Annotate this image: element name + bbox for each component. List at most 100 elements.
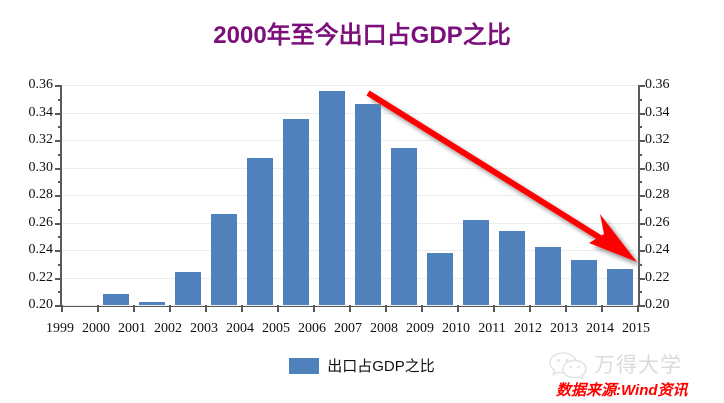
y-tick-left [58, 208, 62, 211]
x-axis-label: 2001 [118, 321, 146, 336]
x-tick [349, 305, 351, 312]
watermark-text: 万得大学 [594, 354, 682, 377]
y-tick-right [638, 167, 645, 170]
bar [391, 148, 417, 305]
x-tick [421, 305, 423, 312]
y-tick-right [638, 195, 645, 197]
y-axis-label: 0.26 [28, 214, 54, 230]
x-tick [601, 305, 603, 312]
y-axis-label: 0.30 [645, 159, 670, 175]
y-tick-left [55, 140, 62, 142]
x-axis-label: 2015 [622, 321, 650, 336]
bar [535, 247, 561, 305]
gridline [62, 277, 638, 279]
legend: 出口占GDP之比 [0, 355, 724, 376]
y-axis-label: 0.30 [28, 159, 54, 175]
y-tick-left [55, 112, 62, 115]
bar [499, 230, 525, 305]
page-title: 2000年至今出口占GDP之比 [213, 22, 511, 49]
bar-series [62, 85, 638, 305]
y-tick-left [55, 305, 62, 307]
x-axis-labels: 1999 2000 2001 2002 2003 2004 2005 2006 2007 2008… [0, 322, 724, 344]
x-axis-label: 2012 [514, 321, 542, 336]
bar [607, 269, 633, 305]
bar [427, 252, 453, 305]
x-tick [493, 305, 495, 312]
bar [355, 104, 381, 305]
gridline [62, 85, 638, 86]
x-tick [313, 305, 315, 312]
y-axis-left-labels: 0.36 0.34 0.32 0.30 0.28 0.26 0.24 0.22 0.20 [8, 78, 54, 312]
y-tick-right [638, 153, 642, 156]
y-tick-right [638, 140, 645, 142]
wechat-logo-icon [549, 352, 587, 379]
gridline [62, 195, 638, 196]
gridline [62, 167, 638, 169]
y-axis-label: 0.32 [645, 132, 670, 147]
y-tick-left [55, 222, 62, 225]
y-axis-right-labels: 0.36 0.34 0.32 0.30 0.28 0.26 0.24 0.22 0.20 [645, 78, 705, 312]
y-axis-label: 0.22 [645, 269, 670, 285]
x-axis-label: 2003 [190, 321, 218, 336]
bar [211, 214, 237, 305]
y-axis-label: 0.24 [28, 242, 54, 257]
x-axis-label: 2006 [298, 321, 326, 336]
y-axis-label: 0.20 [645, 297, 670, 312]
x-tick [385, 305, 387, 312]
x-axis-label: 2010 [442, 321, 470, 336]
y-axis-label: 0.28 [645, 187, 670, 202]
y-tick-right [638, 126, 642, 129]
y-tick-right [638, 98, 642, 101]
watermark: 万得大学 [548, 344, 720, 384]
bar [139, 302, 165, 305]
x-axis-label: 2004 [226, 321, 254, 336]
y-tick-left [58, 153, 62, 156]
y-tick-right [638, 236, 642, 239]
x-tick [565, 305, 567, 312]
x-axis-label: 2007 [334, 321, 362, 336]
y-axis-label: 0.34 [28, 104, 54, 120]
y-tick-right [638, 112, 645, 115]
bar [319, 90, 345, 305]
x-tick [61, 305, 63, 312]
x-axis-label: 2011 [478, 321, 506, 336]
x-axis-label: 2009 [406, 321, 434, 336]
y-tick-right [638, 250, 645, 252]
x-tick [457, 305, 459, 312]
x-tick [637, 305, 639, 312]
y-tick-right [638, 291, 642, 294]
y-tick-right [638, 208, 642, 211]
bar [283, 119, 309, 305]
x-tick [133, 305, 135, 312]
x-axis-label: 2008 [370, 321, 398, 336]
y-tick-left [55, 277, 62, 280]
x-axis-ticks [61, 305, 639, 313]
source-note: 数据来源:Wind资讯 [556, 382, 688, 399]
bar [463, 219, 489, 305]
y-tick-left [58, 236, 62, 239]
y-tick-right [638, 305, 645, 307]
x-axis-label: 2014 [586, 321, 614, 336]
legend-swatch [289, 357, 320, 374]
y-axis-label: 0.28 [28, 187, 54, 202]
x-axis-label: 2002 [154, 321, 182, 336]
x-tick [205, 305, 207, 312]
gridline [62, 140, 638, 141]
legend-item-label: 出口占GDP之比 [327, 358, 435, 375]
y-tick-right [638, 85, 645, 87]
bar [175, 272, 201, 305]
x-tick [97, 305, 99, 312]
gridline [62, 222, 638, 224]
y-tick-right [638, 263, 642, 266]
gridline [62, 112, 638, 114]
y-tick-right [638, 277, 645, 280]
y-axis-label: 0.26 [645, 214, 670, 230]
y-axis-label: 0.34 [645, 104, 670, 120]
y-tick-right [638, 222, 645, 225]
x-tick [241, 305, 243, 312]
y-tick-left [58, 126, 62, 129]
y-tick-right [638, 181, 642, 184]
y-axis-label: 0.20 [28, 297, 54, 312]
x-tick [529, 305, 531, 312]
